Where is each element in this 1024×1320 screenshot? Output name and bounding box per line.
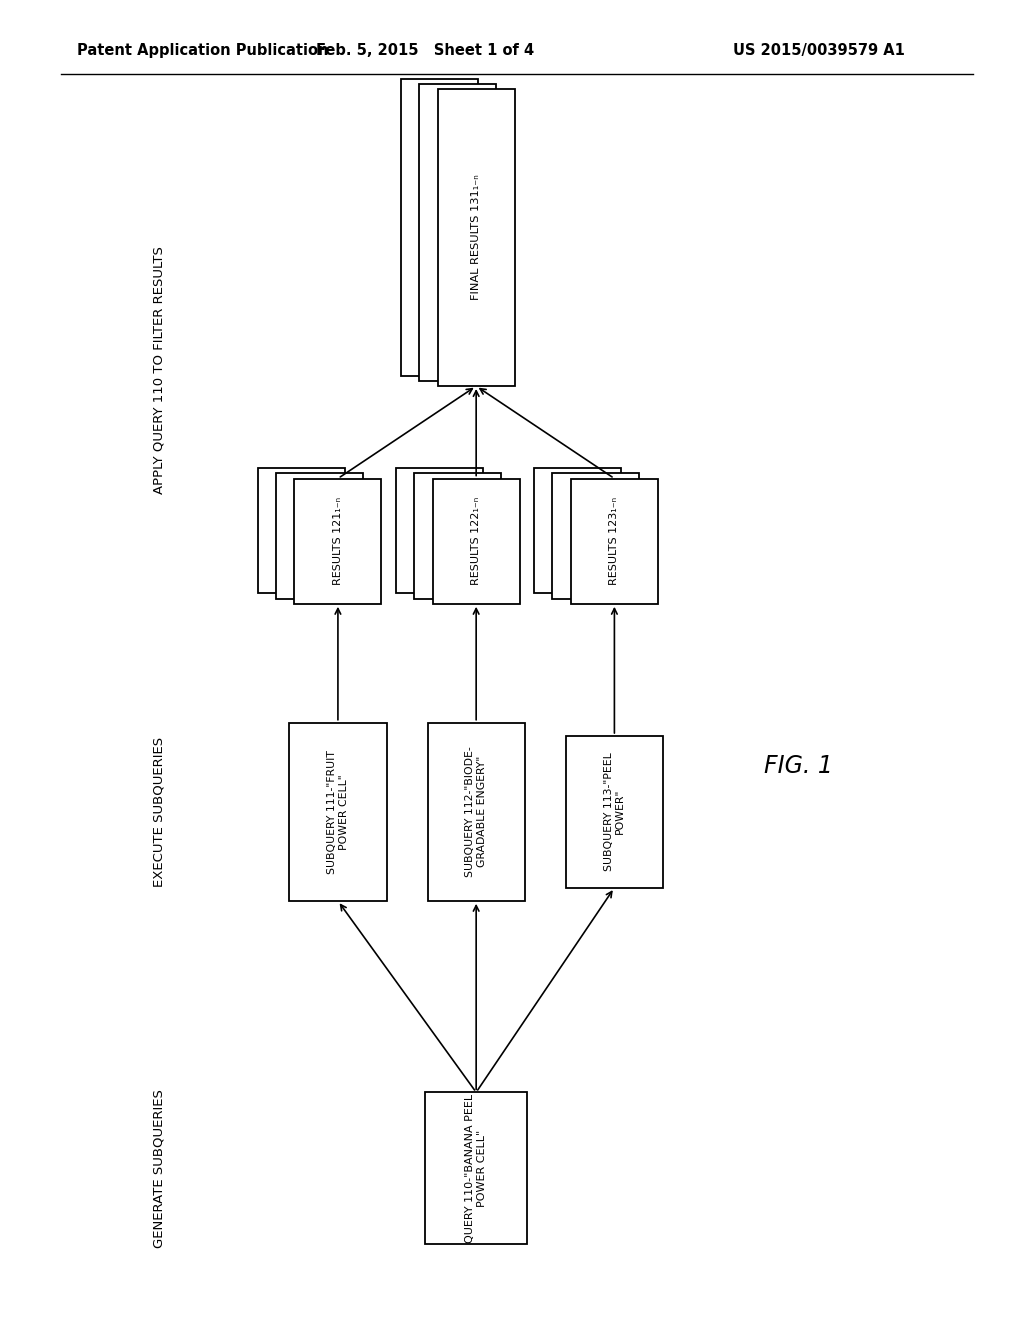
Bar	[425, 1093, 527, 1243]
Bar	[290, 722, 387, 900]
Bar	[553, 474, 639, 599]
Text: APPLY QUERY 110 TO FILTER RESULTS: APPLY QUERY 110 TO FILTER RESULTS	[153, 246, 165, 494]
Bar	[438, 90, 515, 387]
Text: RESULTS 123₁₋ₙ: RESULTS 123₁₋ₙ	[609, 498, 620, 585]
Bar	[396, 469, 483, 594]
Bar	[428, 722, 525, 900]
Text: EXECUTE SUBQUERIES: EXECUTE SUBQUERIES	[153, 737, 165, 887]
Bar	[535, 469, 621, 594]
Text: RESULTS 121₁₋ₙ: RESULTS 121₁₋ₙ	[333, 498, 343, 585]
Bar	[258, 469, 345, 594]
Bar	[565, 737, 664, 887]
Text: RESULTS 122₁₋ₙ: RESULTS 122₁₋ₙ	[471, 498, 481, 585]
Bar	[433, 479, 520, 605]
Text: GENERATE SUBQUERIES: GENERATE SUBQUERIES	[153, 1089, 165, 1247]
Bar	[295, 479, 382, 605]
Bar	[414, 474, 502, 599]
Bar	[401, 79, 478, 376]
Text: SUBQUERY 112-"BIODE-
GRADABLE ENGERY": SUBQUERY 112-"BIODE- GRADABLE ENGERY"	[465, 746, 487, 878]
Text: QUERY 110-"BANANA PEEL
POWER CELL": QUERY 110-"BANANA PEEL POWER CELL"	[465, 1094, 487, 1242]
Text: Feb. 5, 2015   Sheet 1 of 4: Feb. 5, 2015 Sheet 1 of 4	[315, 42, 535, 58]
Bar	[420, 84, 497, 381]
Bar	[276, 474, 364, 599]
Text: SUBQUERY 111-"FRUIT
POWER CELL": SUBQUERY 111-"FRUIT POWER CELL"	[327, 750, 349, 874]
Bar	[571, 479, 657, 605]
Text: US 2015/0039579 A1: US 2015/0039579 A1	[733, 42, 905, 58]
Text: Patent Application Publication: Patent Application Publication	[77, 42, 329, 58]
Text: FINAL RESULTS 131₁₋ₙ: FINAL RESULTS 131₁₋ₙ	[471, 174, 481, 301]
Text: FIG. 1: FIG. 1	[764, 754, 834, 777]
Text: SUBQUERY 113-"PEEL
POWER": SUBQUERY 113-"PEEL POWER"	[603, 752, 626, 871]
